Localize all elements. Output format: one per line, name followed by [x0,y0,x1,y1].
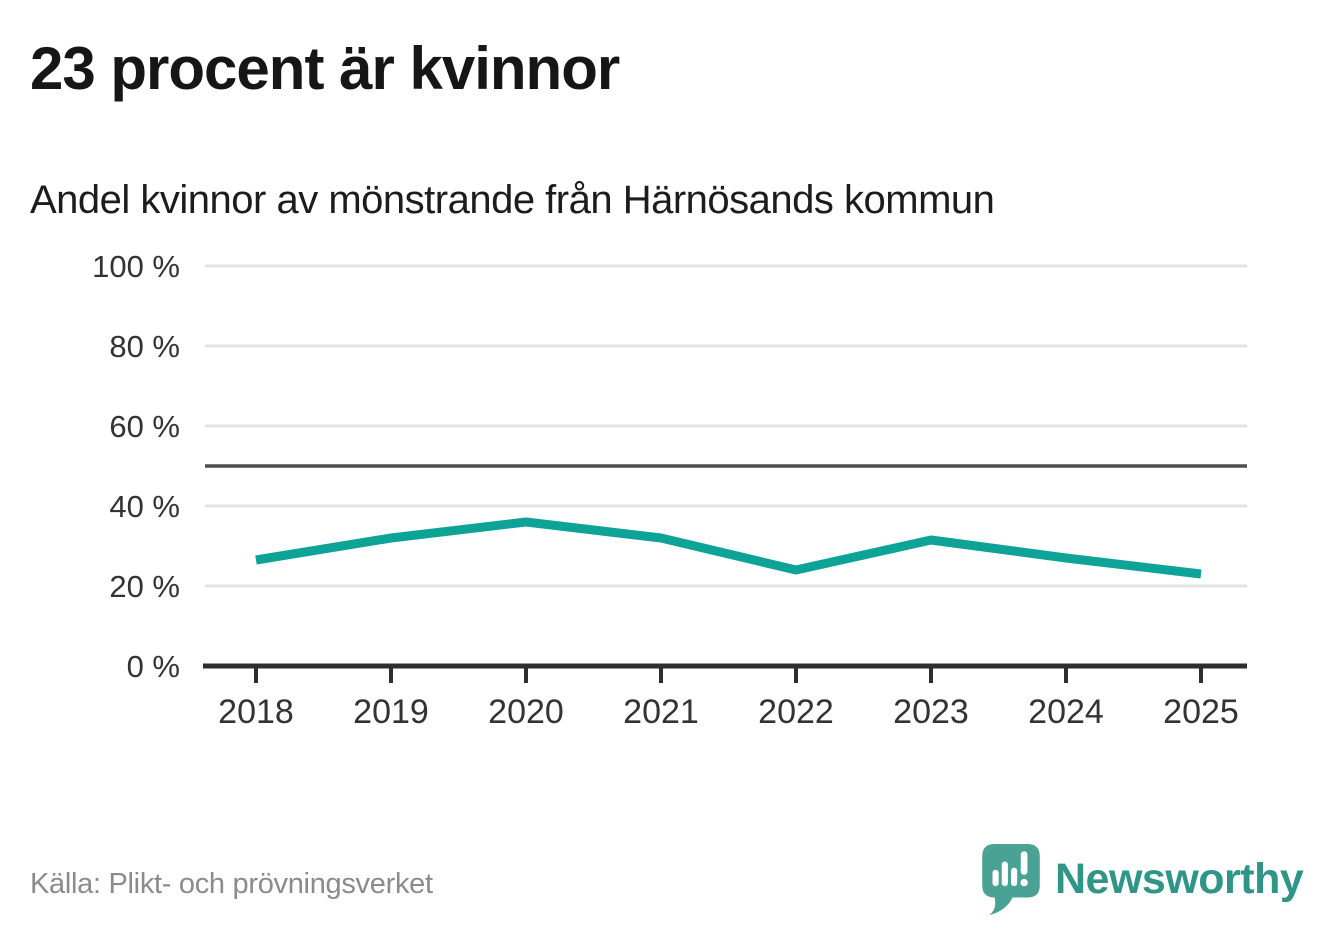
newsworthy-wordmark: Newsworthy [1055,855,1304,903]
logo-bar-short [992,869,999,887]
x-axis-tick-label: 2022 [758,693,834,731]
y-axis-tick-label: 20 % [109,569,180,604]
y-axis-tick-label: 100 % [92,249,180,284]
logo-bar-medium [1011,867,1018,887]
x-axis-tick-label: 2018 [218,693,294,731]
x-axis-tick-label: 2020 [488,693,564,731]
logo-exclamation-dot [1020,878,1028,887]
x-axis-tick-label: 2021 [623,693,699,731]
y-axis-tick-label: 80 % [109,329,180,364]
y-axis-tick-label: 40 % [109,489,180,524]
logo-bar-tall [1001,861,1008,887]
source-note: Källa: Plikt- och prövningsverket [30,868,433,900]
newsworthy-logo: Newsworthy [980,842,1304,916]
chart-subtitle: Andel kvinnor av mönstrande från Härnösa… [30,178,995,222]
newsworthy-logo-icon [982,844,1040,915]
line-chart: 0 % 20 % 40 % 60 % 80 % 100 % 2018 2019 2020 2021… [92,249,1247,731]
chart-title: 23 procent är kvinnor [30,35,620,102]
y-axis-tick-label: 0 % [127,649,180,684]
x-axis-tick-label: 2024 [1028,693,1104,731]
trend-line [255,517,1202,579]
y-axis-tick-label: 60 % [109,409,180,444]
x-axis-tick-label: 2019 [353,693,429,731]
logo-exclamation-bar [1020,851,1028,875]
x-axis-tick-label: 2025 [1163,693,1239,731]
x-axis-tick-label: 2023 [893,693,969,731]
